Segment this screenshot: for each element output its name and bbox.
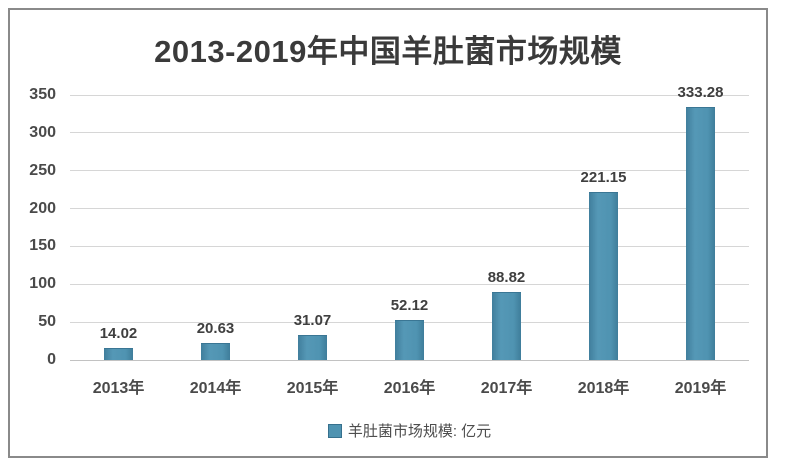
gridline (70, 170, 749, 172)
y-axis-tick-label: 350 (29, 86, 56, 103)
bar-value-label: 52.12 (390, 296, 429, 314)
legend-label: 羊肚菌市场规模: 亿元 (347, 423, 492, 440)
x-axis-tick-label: 2013年 (92, 380, 145, 397)
chart-frame: 2013-2019年中国羊肚菌市场规模 0 50 100 150 200 250 300 35… (8, 8, 768, 458)
gridline (70, 359, 749, 361)
bar-value-label: 221.15 (580, 168, 627, 186)
y-axis-tick-label: 200 (29, 199, 56, 217)
chart-title: 2013-2019年中国羊肚菌市场规模 (154, 34, 622, 69)
x-axis-tick-label: 2018年 (577, 380, 630, 397)
x-axis-tick-label: 2014年 (189, 380, 242, 397)
gridline (70, 132, 749, 134)
bar-2015年 (298, 335, 327, 360)
bar-value-label: 333.28 (677, 83, 724, 101)
x-axis-tick-label: 2016年 (383, 380, 436, 397)
gridline (70, 245, 749, 247)
bar-2019年 (686, 106, 715, 360)
legend: 羊肚菌市场规模: 亿元 (70, 420, 749, 441)
bar-2018年 (589, 191, 618, 360)
legend-swatch-icon (327, 423, 342, 438)
y-axis-tick-label: 250 (29, 161, 56, 179)
bar-2017年 (492, 291, 521, 360)
y-axis-tick-label: 300 (29, 123, 56, 141)
plot-area: 14.02 20.63 31.07 52.12 88.82 221.15 333.28 (70, 84, 749, 361)
bar-value-label: 14.02 (99, 325, 138, 343)
bar-2013年 (104, 348, 133, 360)
y-axis-tick-label: 0 (47, 351, 56, 368)
x-axis-tick-label: 2015年 (286, 380, 339, 397)
x-axis: 2013年 2014年 2015年 2016年 2017年 2018年 2019年 (70, 374, 749, 398)
bar-value-label: 31.07 (293, 312, 332, 330)
gridline (70, 283, 749, 285)
bar-value-label: 88.82 (487, 268, 526, 286)
y-axis-tick-label: 100 (29, 275, 56, 293)
gridline (70, 94, 749, 96)
bar-2014年 (201, 343, 230, 360)
bar-2016年 (395, 319, 424, 360)
y-axis-tick-label: 50 (38, 313, 56, 331)
y-axis-tick-label: 150 (29, 237, 56, 255)
x-axis-tick-label: 2017年 (480, 380, 533, 397)
x-axis-tick-label: 2019年 (674, 380, 727, 397)
gridline (70, 208, 749, 210)
bar-value-label: 20.63 (196, 320, 235, 338)
